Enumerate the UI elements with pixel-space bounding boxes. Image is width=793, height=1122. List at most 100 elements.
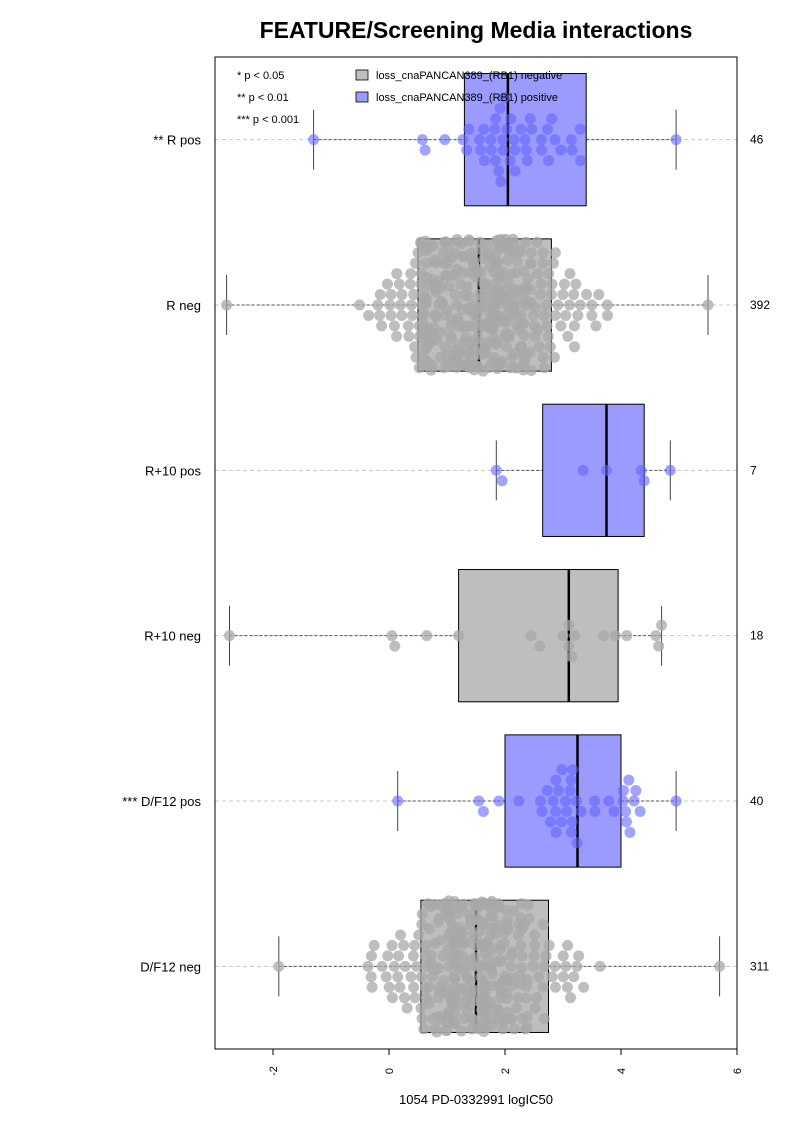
data-point <box>578 981 590 993</box>
data-point <box>653 640 665 652</box>
legend: loss_cnaPANCAN389_(RB1) negative loss_cn… <box>355 69 562 104</box>
data-point <box>567 764 579 776</box>
data-point <box>540 950 552 962</box>
group-labels: ** R pos 46 R neg 392 R+10 pos 7 R+10 neg 18 ***… <box>122 133 770 975</box>
data-point <box>435 934 447 946</box>
data-point <box>374 309 386 321</box>
data-point <box>522 899 534 911</box>
group-label: ** R pos <box>153 133 201 148</box>
legend-swatch-positive <box>355 91 369 103</box>
data-point <box>504 155 516 167</box>
data-point <box>603 795 615 807</box>
data-point <box>384 299 396 311</box>
data-point <box>630 785 642 797</box>
data-point <box>531 236 543 248</box>
data-point <box>493 795 505 807</box>
data-point <box>565 826 577 838</box>
data-point <box>385 309 397 321</box>
data-point <box>406 309 418 321</box>
data-point <box>498 92 510 104</box>
data-point <box>568 971 580 983</box>
data-point <box>376 960 388 972</box>
data-point <box>485 144 497 156</box>
data-point <box>555 144 567 156</box>
sig-legend-1: * p < 0.05 <box>237 70 284 82</box>
data-point <box>502 254 514 266</box>
data-point <box>410 351 422 363</box>
data-point <box>515 246 527 258</box>
data-point <box>401 1002 413 1014</box>
data-point <box>617 785 629 797</box>
data-point <box>586 299 598 311</box>
data-point <box>383 981 395 993</box>
legend-swatch-negative <box>355 69 369 81</box>
data-point <box>389 640 401 652</box>
data-point <box>504 329 516 341</box>
data-point <box>577 464 589 476</box>
data-point <box>541 123 553 135</box>
data-point <box>478 123 490 135</box>
data-point <box>394 981 406 993</box>
data-point <box>461 144 473 156</box>
data-point <box>487 910 499 922</box>
data-point <box>459 936 471 948</box>
data-point <box>620 816 632 828</box>
data-point <box>524 346 536 358</box>
data-point <box>416 1013 428 1025</box>
data-point <box>392 971 404 983</box>
data-point <box>550 826 562 838</box>
data-point <box>505 113 517 125</box>
data-point <box>524 283 536 295</box>
data-point <box>478 155 490 167</box>
data-point <box>541 785 553 797</box>
data-point <box>635 464 647 476</box>
data-point <box>484 946 496 958</box>
data-point <box>650 630 662 642</box>
data-point <box>549 134 561 146</box>
data-point <box>538 960 550 972</box>
data-point <box>537 351 549 363</box>
data-point <box>522 272 534 284</box>
data-point <box>463 291 475 303</box>
group-label: R+10 pos <box>145 463 202 478</box>
data-point <box>399 960 411 972</box>
data-point <box>624 826 636 838</box>
data-point <box>457 950 469 962</box>
data-point <box>481 239 493 251</box>
data-point <box>574 299 586 311</box>
data-point <box>534 289 546 301</box>
data-point <box>496 475 508 487</box>
data-point <box>544 341 556 353</box>
data-point <box>547 257 559 269</box>
data-point <box>368 939 380 951</box>
data-point <box>449 289 461 301</box>
data-point <box>569 630 581 642</box>
data-point <box>415 1002 427 1014</box>
data-point <box>656 619 668 631</box>
significance-legend: * p < 0.05 ** p < 0.01 *** p < 0.001 <box>237 70 299 126</box>
data-point <box>418 308 430 320</box>
data-point <box>556 764 568 776</box>
x-tick-label: -2 <box>268 1066 280 1076</box>
data-point <box>563 619 575 631</box>
data-point <box>461 281 473 293</box>
data-point <box>547 795 559 807</box>
data-point <box>464 235 476 247</box>
data-point <box>452 1000 464 1012</box>
data-point <box>494 102 506 114</box>
data-point <box>449 973 461 985</box>
data-point <box>420 939 432 951</box>
data-point <box>421 630 433 642</box>
data-point <box>563 640 575 652</box>
data-point <box>495 954 507 966</box>
data-point <box>549 981 561 993</box>
data-point <box>485 996 497 1008</box>
data-point <box>552 785 564 797</box>
data-point <box>490 337 502 349</box>
data-point <box>476 266 488 278</box>
data-point <box>508 905 520 917</box>
data-point <box>521 155 533 167</box>
data-point <box>497 144 509 156</box>
data-point <box>570 795 582 807</box>
data-point <box>527 960 539 972</box>
